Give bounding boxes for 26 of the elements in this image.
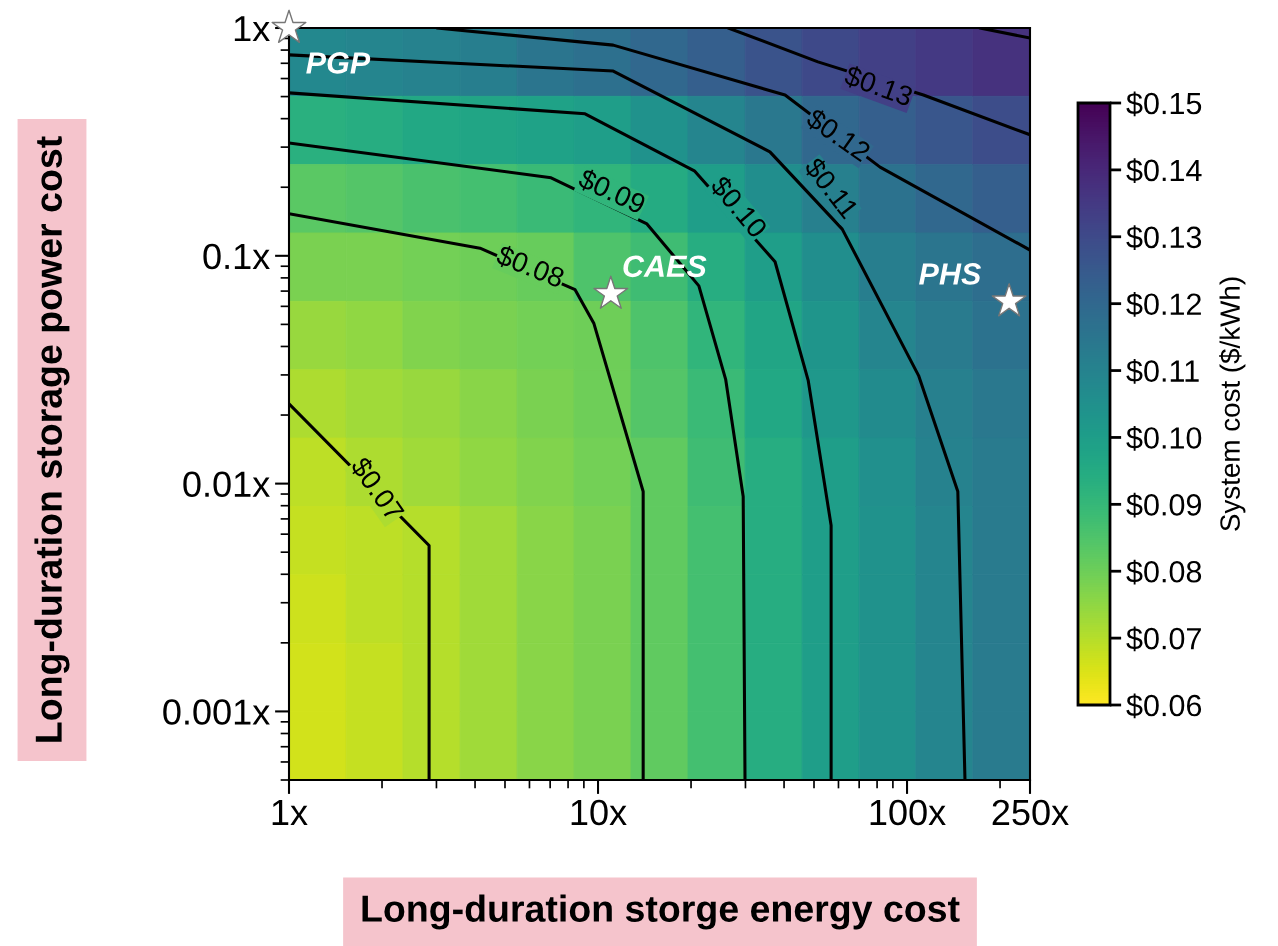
series-label: PHS — [919, 263, 982, 285]
color-bar-label: $0.14 — [1126, 158, 1202, 184]
color-bar-label: $0.09 — [1126, 492, 1201, 518]
color-bar-label: $0.10 — [1126, 425, 1202, 451]
annotation: $0.08 — [494, 243, 566, 290]
color-bar-label: $0.15 — [1126, 91, 1202, 117]
color-bar-label: $0.12 — [1126, 292, 1201, 317]
color-bar-label: $0.07 — [1126, 626, 1201, 652]
color-bar-label: $0.11 — [1126, 359, 1199, 384]
x-tick-label: 100x — [870, 799, 946, 826]
color-bar-label: $0.06 — [1126, 693, 1202, 719]
y-tick-label: 0.1x — [203, 243, 270, 270]
color-bar-label: $0.13 — [1126, 225, 1202, 250]
series-label: PGP — [306, 52, 371, 74]
annotation: $0.09 — [576, 166, 648, 216]
y-tick-label: 0.01x — [183, 471, 270, 498]
x-tick-label: 10x — [571, 799, 627, 826]
annotation: $0.13 — [842, 63, 915, 109]
color-bar-label: $0.08 — [1126, 559, 1202, 585]
x-tick-label: 1x — [272, 800, 308, 825]
color-bar-title: System cost ($/kWh) — [1219, 277, 1246, 531]
y-tick-label: 0.001x — [163, 699, 270, 725]
y-tick-label: 1x — [234, 16, 270, 42]
x-axis-title: Long-duration storge energy cost — [362, 894, 960, 930]
x-tick-label: 250x — [992, 799, 1069, 826]
y-axis-title: Long-duration storage power cost — [34, 136, 70, 742]
